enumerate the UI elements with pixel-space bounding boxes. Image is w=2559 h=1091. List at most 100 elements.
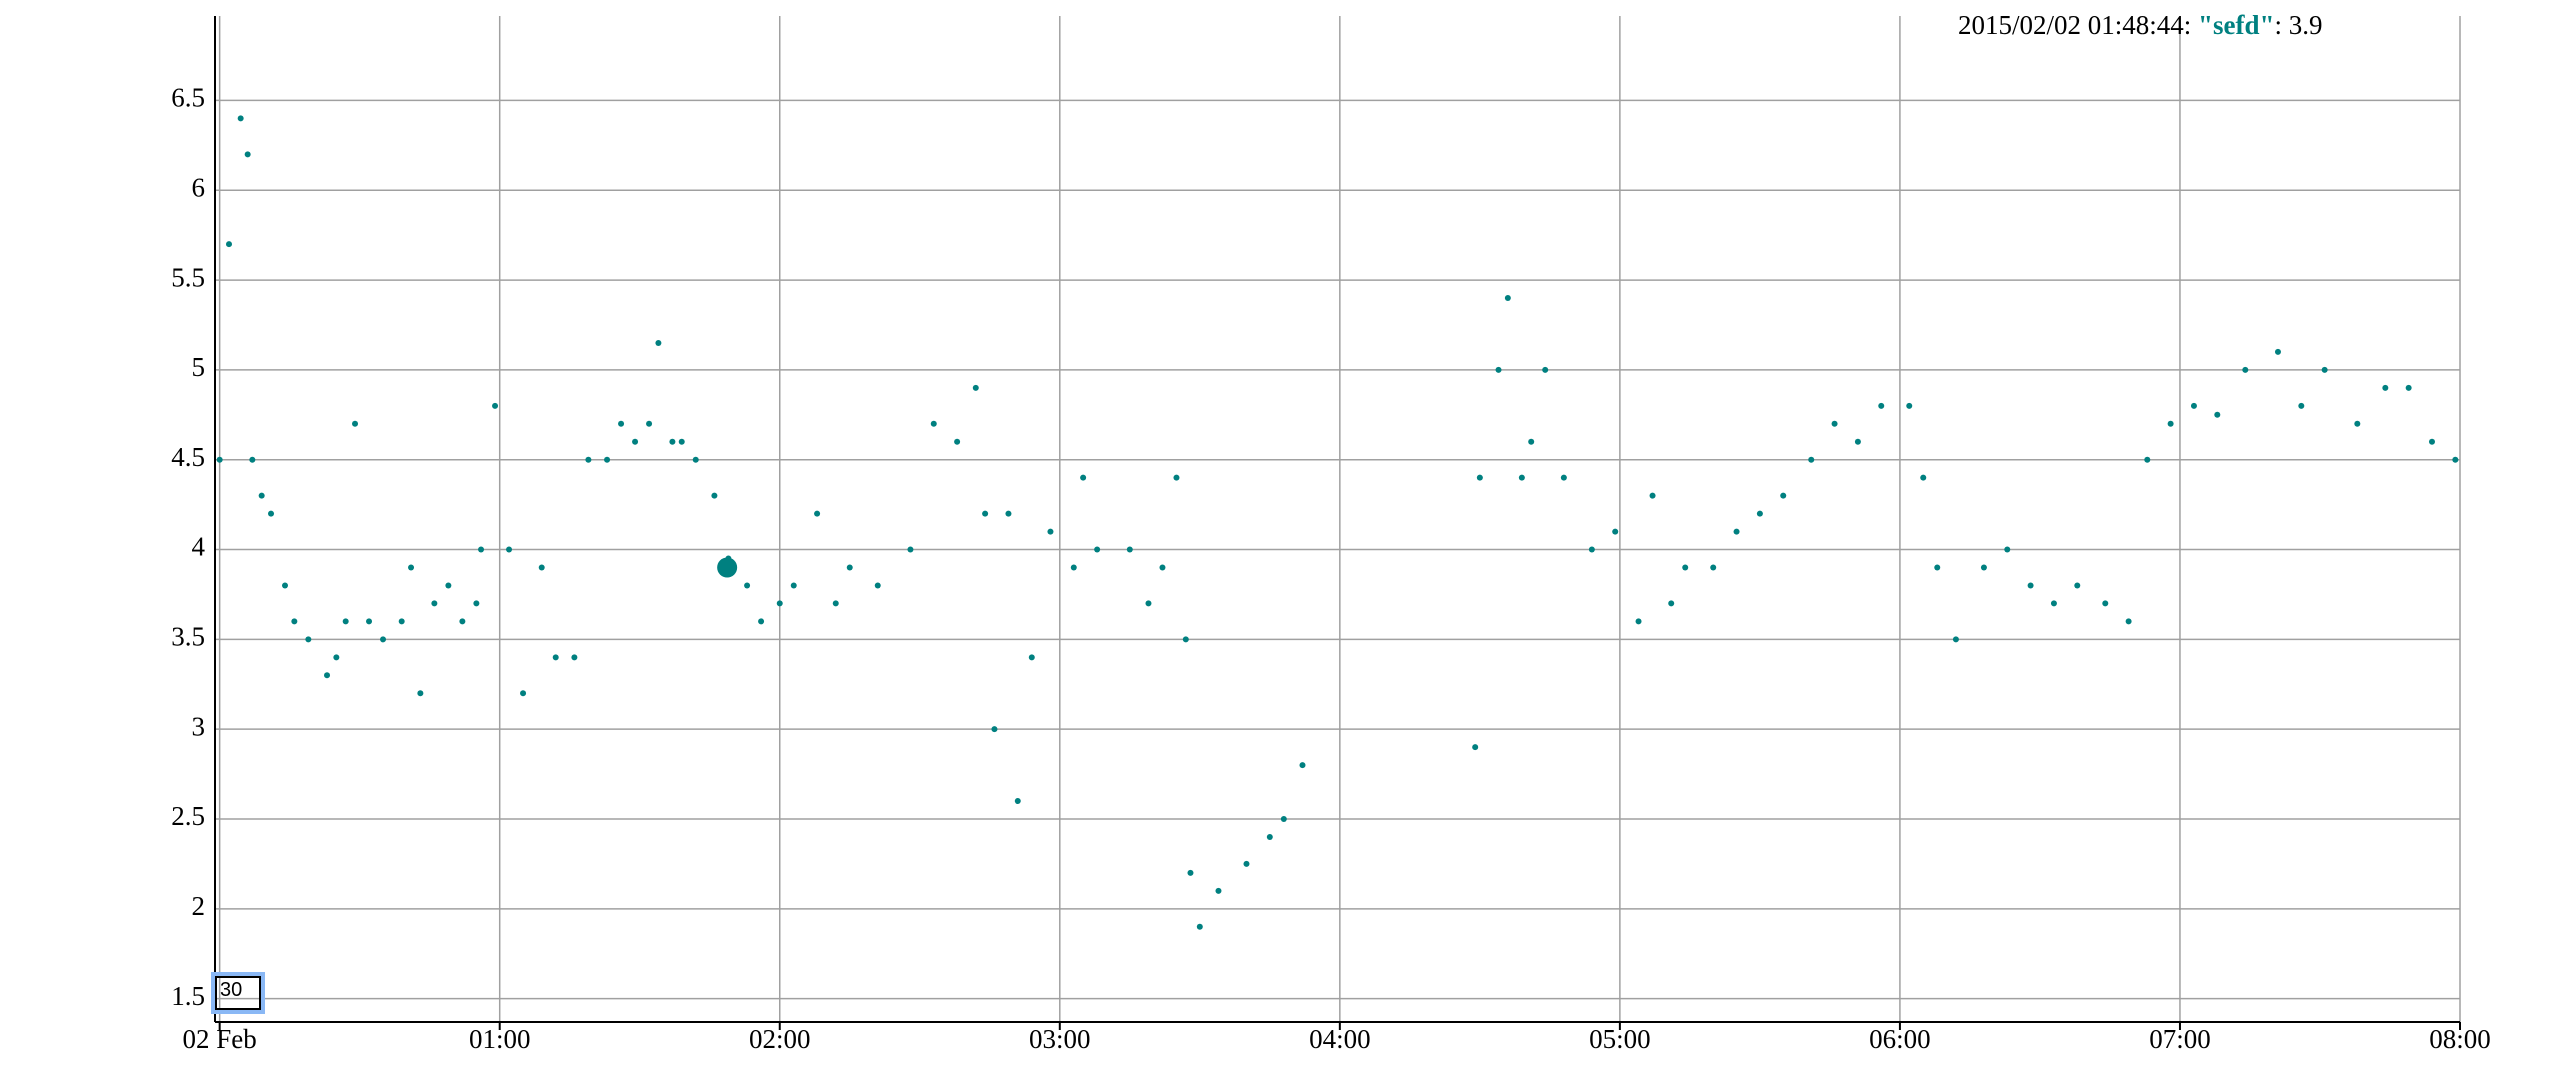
data-point bbox=[1047, 528, 1054, 535]
data-point bbox=[1518, 474, 1525, 481]
data-point bbox=[618, 420, 625, 427]
data-point bbox=[758, 618, 765, 625]
data-point bbox=[1808, 456, 1815, 463]
data-point bbox=[1588, 546, 1595, 553]
x-tick-label: 02 Feb bbox=[183, 1024, 257, 1054]
data-point bbox=[846, 564, 853, 571]
data-point bbox=[604, 456, 611, 463]
data-point bbox=[972, 384, 979, 391]
data-point bbox=[930, 420, 937, 427]
data-point bbox=[520, 690, 527, 697]
data-point bbox=[632, 438, 639, 445]
x-tick-label: 01:00 bbox=[469, 1024, 531, 1054]
data-point bbox=[1710, 564, 1717, 571]
data-point bbox=[790, 582, 797, 589]
data-point bbox=[1187, 869, 1194, 876]
x-tick-label: 04:00 bbox=[1309, 1024, 1371, 1054]
roll-period-input[interactable]: 30 bbox=[211, 972, 265, 1014]
data-point bbox=[1476, 474, 1483, 481]
data-point bbox=[1126, 546, 1133, 553]
data-point bbox=[1243, 860, 1250, 867]
data-point bbox=[1005, 510, 1012, 517]
data-point bbox=[1854, 438, 1861, 445]
data-point bbox=[2102, 600, 2109, 607]
data-point bbox=[2074, 582, 2081, 589]
data-point bbox=[2274, 348, 2281, 355]
data-point bbox=[678, 438, 685, 445]
data-point bbox=[1094, 546, 1101, 553]
data-point bbox=[552, 654, 559, 661]
data-point bbox=[2405, 384, 2412, 391]
data-point bbox=[646, 420, 653, 427]
data-point bbox=[1014, 798, 1021, 805]
data-point bbox=[1831, 420, 1838, 427]
data-point bbox=[2004, 546, 2011, 553]
y-tick-label: 3.5 bbox=[171, 622, 205, 652]
data-point bbox=[1906, 402, 1913, 409]
data-point bbox=[352, 420, 359, 427]
y-tick-label: 2 bbox=[192, 891, 206, 921]
y-tick-label: 4 bbox=[192, 532, 206, 562]
y-tick-label: 6 bbox=[192, 172, 206, 202]
x-tick-label: 06:00 bbox=[1869, 1024, 1931, 1054]
data-point bbox=[1635, 618, 1642, 625]
data-point bbox=[1266, 833, 1273, 840]
data-point bbox=[291, 618, 298, 625]
data-point bbox=[1182, 636, 1189, 643]
data-point bbox=[1668, 600, 1675, 607]
data-point bbox=[2298, 402, 2305, 409]
data-point bbox=[506, 546, 513, 553]
data-point bbox=[1780, 492, 1787, 499]
data-point bbox=[2190, 402, 2197, 409]
data-point bbox=[268, 510, 275, 517]
y-tick-label: 4.5 bbox=[171, 442, 205, 472]
data-point bbox=[1159, 564, 1166, 571]
data-point bbox=[431, 600, 438, 607]
data-point bbox=[1756, 510, 1763, 517]
data-point bbox=[2027, 582, 2034, 589]
data-point bbox=[655, 339, 662, 346]
data-point bbox=[2321, 366, 2328, 373]
data-point bbox=[832, 600, 839, 607]
data-point bbox=[2144, 456, 2151, 463]
data-point bbox=[216, 456, 223, 463]
data-point bbox=[258, 492, 265, 499]
data-point bbox=[1682, 564, 1689, 571]
data-point bbox=[1612, 528, 1619, 535]
data-point bbox=[2050, 600, 2057, 607]
data-point bbox=[244, 151, 251, 158]
x-tick-label: 02:00 bbox=[749, 1024, 811, 1054]
data-point bbox=[492, 402, 499, 409]
data-point bbox=[2354, 420, 2361, 427]
data-point bbox=[585, 456, 592, 463]
legend-value: 3.9 bbox=[2288, 10, 2323, 40]
data-point bbox=[1878, 402, 1885, 409]
data-point bbox=[692, 456, 699, 463]
data-point bbox=[1070, 564, 1077, 571]
data-point bbox=[282, 582, 289, 589]
data-point bbox=[459, 618, 466, 625]
data-point bbox=[874, 582, 881, 589]
data-point bbox=[1504, 295, 1511, 302]
data-point bbox=[1215, 887, 1222, 894]
x-tick-label: 07:00 bbox=[2149, 1024, 2211, 1054]
data-point bbox=[711, 492, 718, 499]
data-point bbox=[2452, 456, 2459, 463]
data-point bbox=[380, 636, 387, 643]
data-point bbox=[473, 600, 480, 607]
data-point bbox=[1952, 636, 1959, 643]
data-point bbox=[1980, 564, 1987, 571]
y-tick-label: 5 bbox=[192, 352, 206, 382]
data-point bbox=[305, 636, 312, 643]
data-point bbox=[814, 510, 821, 517]
data-point bbox=[1495, 366, 1502, 373]
y-tick-label: 5.5 bbox=[171, 262, 205, 292]
data-point bbox=[954, 438, 961, 445]
legend-series: "sefd" bbox=[2198, 10, 2289, 40]
data-point bbox=[1733, 528, 1740, 535]
data-point bbox=[1542, 366, 1549, 373]
data-point bbox=[1080, 474, 1087, 481]
data-point bbox=[2428, 438, 2435, 445]
data-point bbox=[408, 564, 415, 571]
data-point bbox=[1934, 564, 1941, 571]
